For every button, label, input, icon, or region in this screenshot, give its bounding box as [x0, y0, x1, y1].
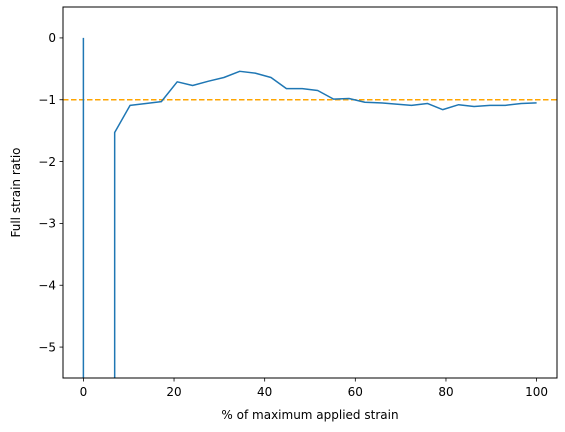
plot-frame: [62, 6, 558, 379]
y-tick-label: −1: [38, 93, 56, 107]
y-tick-label: −5: [38, 340, 56, 354]
x-tick-label: 40: [257, 385, 272, 399]
x-tick-label: 100: [525, 385, 548, 399]
x-tick-label: 60: [348, 385, 363, 399]
y-axis-label: Full strain ratio: [9, 148, 23, 238]
x-tick-label: 80: [438, 385, 453, 399]
y-tick-label: −3: [38, 217, 56, 231]
x-tick-label: 20: [166, 385, 181, 399]
y-tick-label: −2: [38, 155, 56, 169]
series-line: [113, 70, 537, 378]
y-tick-label: −4: [38, 279, 56, 293]
x-tick-label: 0: [80, 385, 88, 399]
y-tick-label: 0: [48, 31, 56, 45]
x-axis-label: % of maximum applied strain: [221, 408, 398, 422]
